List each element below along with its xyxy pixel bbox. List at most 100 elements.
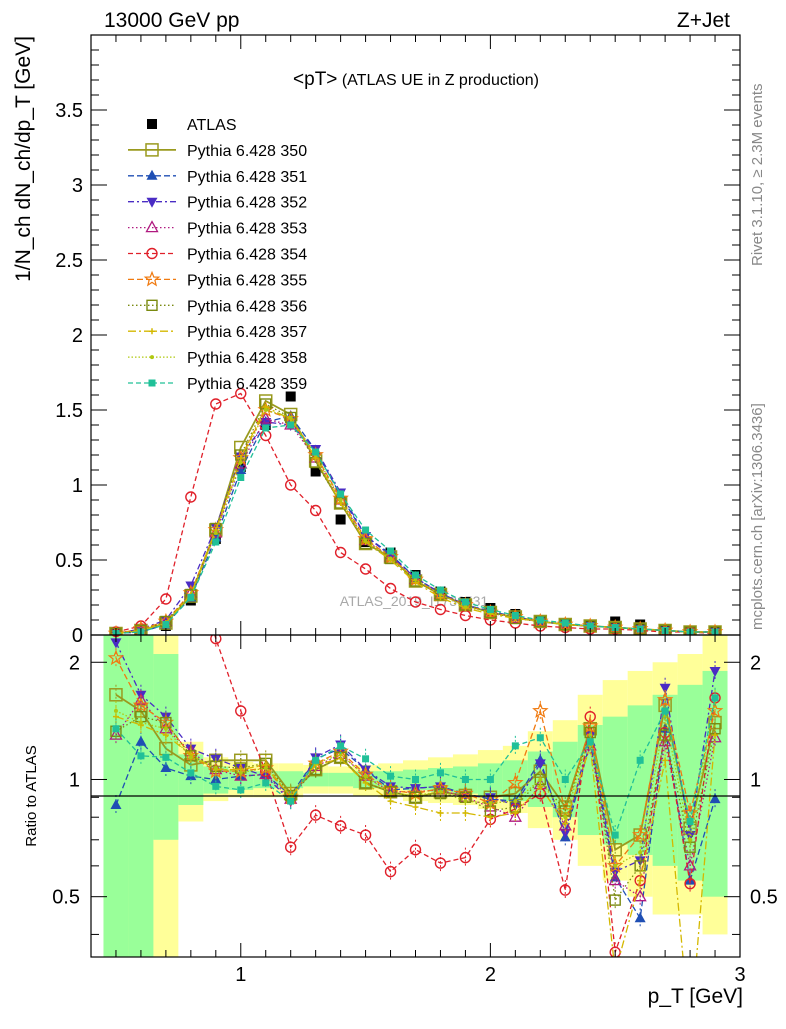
legend-item: Pythia 6.428 354 bbox=[128, 247, 307, 264]
marker-circle-open bbox=[384, 582, 397, 595]
legend-label: Pythia 6.428 350 bbox=[187, 143, 307, 160]
ratio-ylabel: Ratio to ATLAS bbox=[23, 745, 40, 846]
ratio-y-tick-label: 2 bbox=[69, 652, 80, 674]
marker-cross bbox=[637, 877, 644, 884]
marker-star-open bbox=[107, 649, 125, 666]
marker-star-open bbox=[656, 691, 674, 708]
marker-circle-open bbox=[409, 596, 422, 608]
main-y-tick-label: 0 bbox=[72, 625, 83, 647]
marker-square bbox=[461, 775, 469, 783]
marker-circle-open bbox=[160, 593, 172, 605]
marker-dot bbox=[363, 538, 368, 543]
marker-circle-open bbox=[235, 705, 247, 717]
marker-triangle-up bbox=[146, 169, 158, 180]
marker-square-open bbox=[709, 626, 721, 635]
marker-cross bbox=[437, 810, 444, 817]
ratio-band-green bbox=[702, 670, 728, 897]
header-left: 13000 GeV pp bbox=[104, 9, 239, 32]
marker-circle-open bbox=[459, 851, 472, 864]
ratio-series-9 bbox=[112, 687, 719, 846]
legend-item: ATLAS bbox=[147, 117, 237, 134]
marker-dot bbox=[238, 460, 243, 465]
marker-square bbox=[285, 391, 296, 402]
marker-square bbox=[187, 769, 195, 777]
x-tick-label: 3 bbox=[734, 964, 745, 986]
marker-dot bbox=[113, 708, 118, 713]
marker-square bbox=[337, 490, 345, 498]
marker-square bbox=[137, 752, 145, 760]
marker-square bbox=[287, 797, 295, 805]
marker-square bbox=[611, 624, 619, 631]
marker-circle-open bbox=[434, 603, 447, 616]
marker-star-open bbox=[706, 702, 724, 718]
marker-circle-open bbox=[210, 635, 222, 645]
marker-circle-open bbox=[359, 829, 372, 841]
marker-dot bbox=[638, 850, 643, 855]
marker-square bbox=[661, 707, 669, 715]
legend-label: Pythia 6.428 351 bbox=[187, 169, 307, 186]
marker-square bbox=[262, 779, 270, 787]
main-ylabel: 1/N_ch dN_ch/dp_T [GeV] bbox=[12, 36, 35, 282]
marker-triangle-up-open bbox=[259, 411, 273, 424]
marker-dot bbox=[463, 799, 468, 804]
marker-square-open bbox=[608, 842, 622, 857]
marker-star-open bbox=[532, 702, 549, 718]
marker-square bbox=[461, 598, 469, 606]
marker-cross bbox=[412, 803, 419, 810]
marker-circle-open bbox=[161, 536, 171, 546]
marker-circle-open bbox=[559, 884, 571, 896]
marker-triangle-up-open bbox=[508, 809, 522, 822]
marker-square bbox=[711, 694, 719, 702]
marker-square bbox=[536, 616, 544, 624]
marker-triangle-down bbox=[709, 666, 721, 677]
marker-dot bbox=[263, 408, 268, 412]
marker-triangle-up-open bbox=[145, 220, 159, 233]
marker-star-open bbox=[631, 826, 649, 843]
legend-label: Pythia 6.428 354 bbox=[187, 247, 307, 264]
side-rivet: Rivet 3.1.10, ≥ 2.3M events bbox=[749, 84, 766, 267]
marker-circle-open bbox=[434, 857, 447, 869]
marker-dot bbox=[138, 720, 143, 725]
marker-square-open bbox=[609, 894, 621, 906]
marker-circle-open bbox=[309, 504, 322, 517]
marker-square bbox=[310, 466, 321, 477]
ratio-y-tick-label-right: 1 bbox=[750, 769, 761, 791]
ratio-y-tick-label: 0.5 bbox=[52, 887, 80, 909]
marker-square bbox=[287, 421, 295, 429]
legend-item: Pythia 6.428 358 bbox=[128, 350, 307, 367]
marker-cross bbox=[612, 969, 618, 975]
marker-square-open bbox=[109, 688, 123, 702]
legend-label: Pythia 6.428 356 bbox=[187, 298, 307, 315]
marker-circle-open bbox=[185, 491, 197, 503]
marker-dot bbox=[288, 415, 293, 420]
ratio-band-green bbox=[328, 772, 354, 787]
main-y-tick-label: 2.5 bbox=[55, 250, 83, 272]
marker-square bbox=[162, 753, 170, 761]
marker-square bbox=[148, 379, 156, 387]
legend-item: Pythia 6.428 353 bbox=[128, 220, 307, 238]
legend-item: Pythia 6.428 355 bbox=[128, 270, 307, 289]
legend-label: Pythia 6.428 352 bbox=[187, 195, 307, 212]
marker-dot bbox=[263, 766, 268, 771]
marker-dot bbox=[150, 355, 154, 360]
marker-cross bbox=[662, 757, 669, 764]
marker-dot bbox=[563, 815, 568, 820]
marker-dot bbox=[688, 837, 693, 842]
watermark: ATLAS_2019_I1736531 bbox=[340, 593, 489, 609]
main-title: <pT> (ATLAS UE in Z production) bbox=[293, 69, 539, 90]
marker-dot bbox=[163, 726, 168, 731]
marker-triangle-down bbox=[146, 197, 158, 208]
marker-dot bbox=[613, 863, 618, 868]
main-title-main: <pT> bbox=[293, 69, 337, 90]
main-y-tick-label: 2 bbox=[72, 325, 83, 347]
marker-circle-open bbox=[309, 809, 322, 821]
marker-square bbox=[312, 756, 320, 764]
marker-square bbox=[162, 621, 170, 628]
marker-circle-open bbox=[684, 877, 696, 890]
marker-square bbox=[412, 775, 419, 783]
legend-item: Pythia 6.428 351 bbox=[128, 169, 307, 186]
marker-star-open bbox=[143, 270, 161, 287]
marker-circle-open bbox=[210, 398, 222, 410]
marker-circle-open bbox=[284, 479, 297, 491]
marker-triangle-up bbox=[135, 735, 147, 746]
